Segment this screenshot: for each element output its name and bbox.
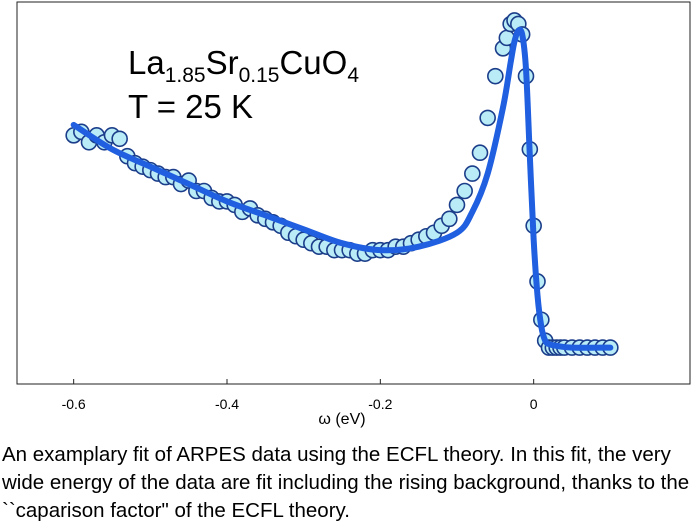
compound-sub2: 0.15 [239,64,280,87]
data-point [479,109,496,127]
compound-sub1: 1.85 [165,64,206,87]
x-tick-label: -0.4 [215,396,239,412]
compound-label: La1.85Sr0.15CuO4 [128,44,359,87]
data-point [464,165,481,182]
data-point [441,210,458,228]
x-tick-label: -0.2 [368,396,392,412]
compound-el3: CuO [279,44,347,81]
data-point [487,67,504,85]
fit-curve [70,26,614,351]
data-point [456,182,473,200]
arpes-chart: -0.6 -0.4 -0.2 0 La1.85Sr0.15CuO4 T = 25 K … [16,1,691,428]
x-tick-label: -0.6 [62,396,86,412]
compound-el2: Sr [206,44,239,81]
x-axis-ticks: -0.6 -0.4 -0.2 0 [62,379,538,412]
plot-frame [16,1,691,385]
compound-el1: La [128,44,165,81]
temperature-label: T = 25 K [128,88,253,125]
data-point [111,130,128,148]
data-point [471,144,489,162]
x-axis-label: ω (eV) [318,411,365,428]
figure-caption: An examplary fit of ARPES data using the… [2,443,690,522]
data-point [448,196,466,214]
compound-sub3: 4 [347,64,359,87]
x-tick-label: 0 [530,396,538,412]
